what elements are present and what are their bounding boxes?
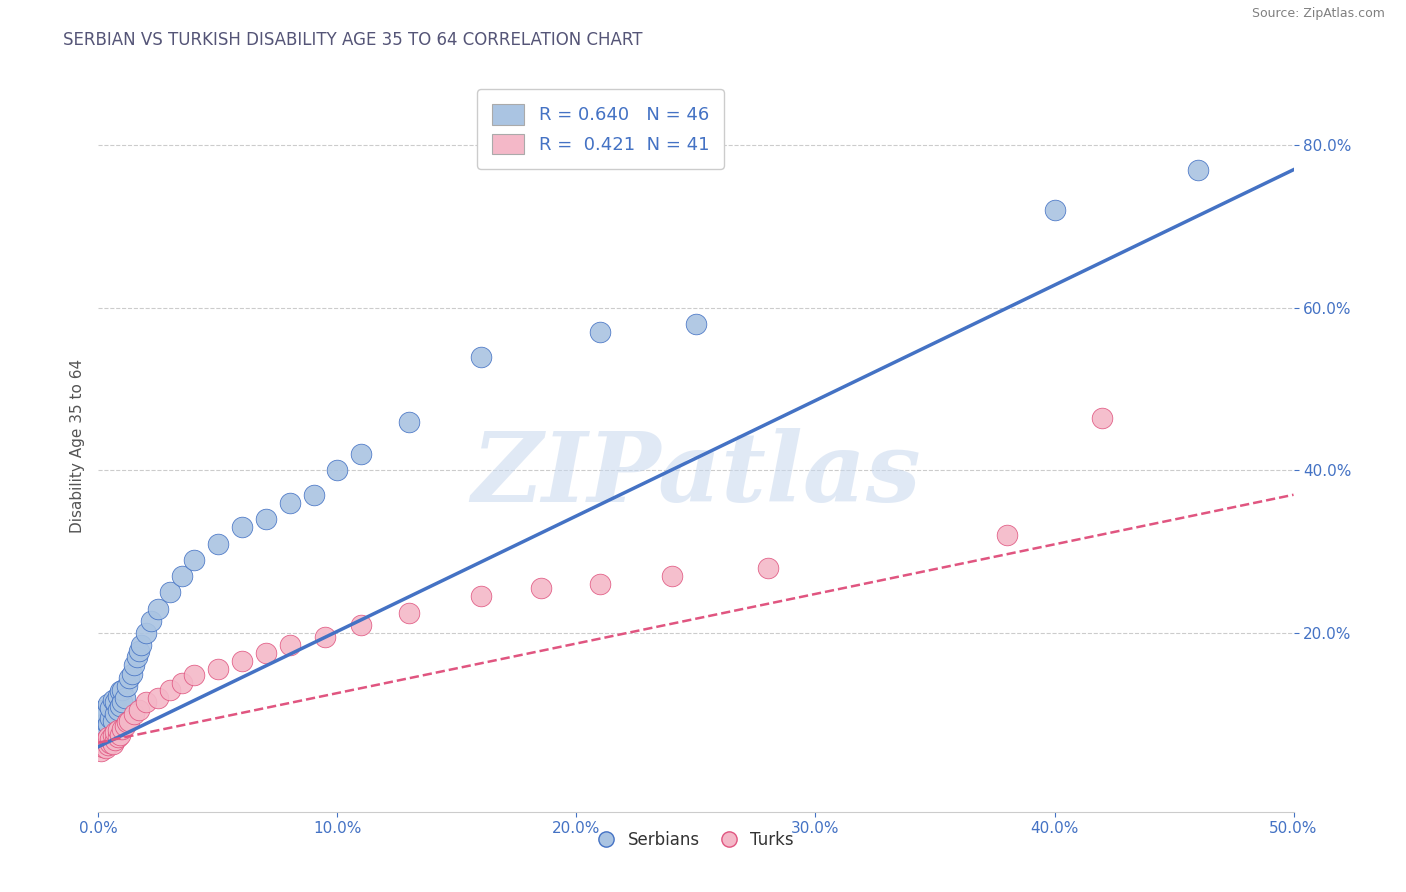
Point [128,644,150,658]
Point [108,684,131,698]
Point [104,695,127,709]
Point [350,447,373,461]
Point [172,569,194,583]
Point [183,553,205,567]
Point [98,736,122,750]
Point [589,577,612,591]
Point [114,690,136,705]
Point [135,695,157,709]
Point [661,569,683,583]
Point [104,707,127,722]
Point [326,463,349,477]
Point [278,638,301,652]
Point [398,415,420,429]
Point [118,671,141,685]
Point [470,590,492,604]
Point [589,325,612,339]
Point [131,638,153,652]
Point [756,561,779,575]
Point [125,650,148,665]
Point [159,682,181,697]
Point [98,700,122,714]
Point [90,719,112,733]
Point [278,496,301,510]
Point [231,520,253,534]
Point [685,317,707,331]
Point [101,727,124,741]
Point [101,692,124,706]
Point [101,737,124,751]
Point [104,733,127,747]
Point [97,730,120,744]
Point [315,630,337,644]
Point [159,585,181,599]
Point [98,731,122,746]
Point [398,606,420,620]
Point [124,658,146,673]
Point [124,707,146,722]
Point [104,725,127,739]
Point [115,715,138,730]
Point [183,668,205,682]
Point [207,536,229,550]
Point [995,528,1018,542]
Point [350,617,373,632]
Point [108,727,131,741]
Point [118,714,141,728]
Point [254,646,277,660]
Point [1187,162,1209,177]
Point [97,738,120,752]
Point [172,676,194,690]
Point [101,714,124,728]
Text: ZIPatlas: ZIPatlas [471,428,921,522]
Point [97,698,120,712]
Point [115,679,138,693]
Point [254,512,277,526]
Point [94,733,117,747]
Point [111,695,134,709]
Point [148,690,170,705]
Point [139,614,162,628]
Point [207,663,229,677]
Point [121,666,143,681]
Point [107,690,129,704]
Legend: Serbians, Turks: Serbians, Turks [592,825,800,856]
Point [107,723,129,738]
Point [98,711,122,725]
Point [135,626,157,640]
Point [90,744,112,758]
Point [91,711,114,725]
Point [302,488,325,502]
Point [111,682,134,697]
Point [97,717,120,731]
Point [111,722,134,736]
Text: SERBIAN VS TURKISH DISABILITY AGE 35 TO 64 CORRELATION CHART: SERBIAN VS TURKISH DISABILITY AGE 35 TO … [63,31,643,49]
Point [91,739,114,754]
Point [470,350,492,364]
Point [231,654,253,668]
Point [94,715,117,730]
Point [1091,410,1114,425]
Point [94,707,117,722]
Point [91,736,114,750]
Point [1043,203,1066,218]
Y-axis label: Disability Age 35 to 64: Disability Age 35 to 64 [69,359,84,533]
Point [107,703,129,717]
Point [91,703,114,717]
Point [114,719,136,733]
Point [530,581,553,595]
Point [108,699,131,714]
Text: Source: ZipAtlas.com: Source: ZipAtlas.com [1251,7,1385,21]
Point [107,730,129,744]
Point [128,703,150,717]
Point [94,741,117,756]
Point [148,601,170,615]
